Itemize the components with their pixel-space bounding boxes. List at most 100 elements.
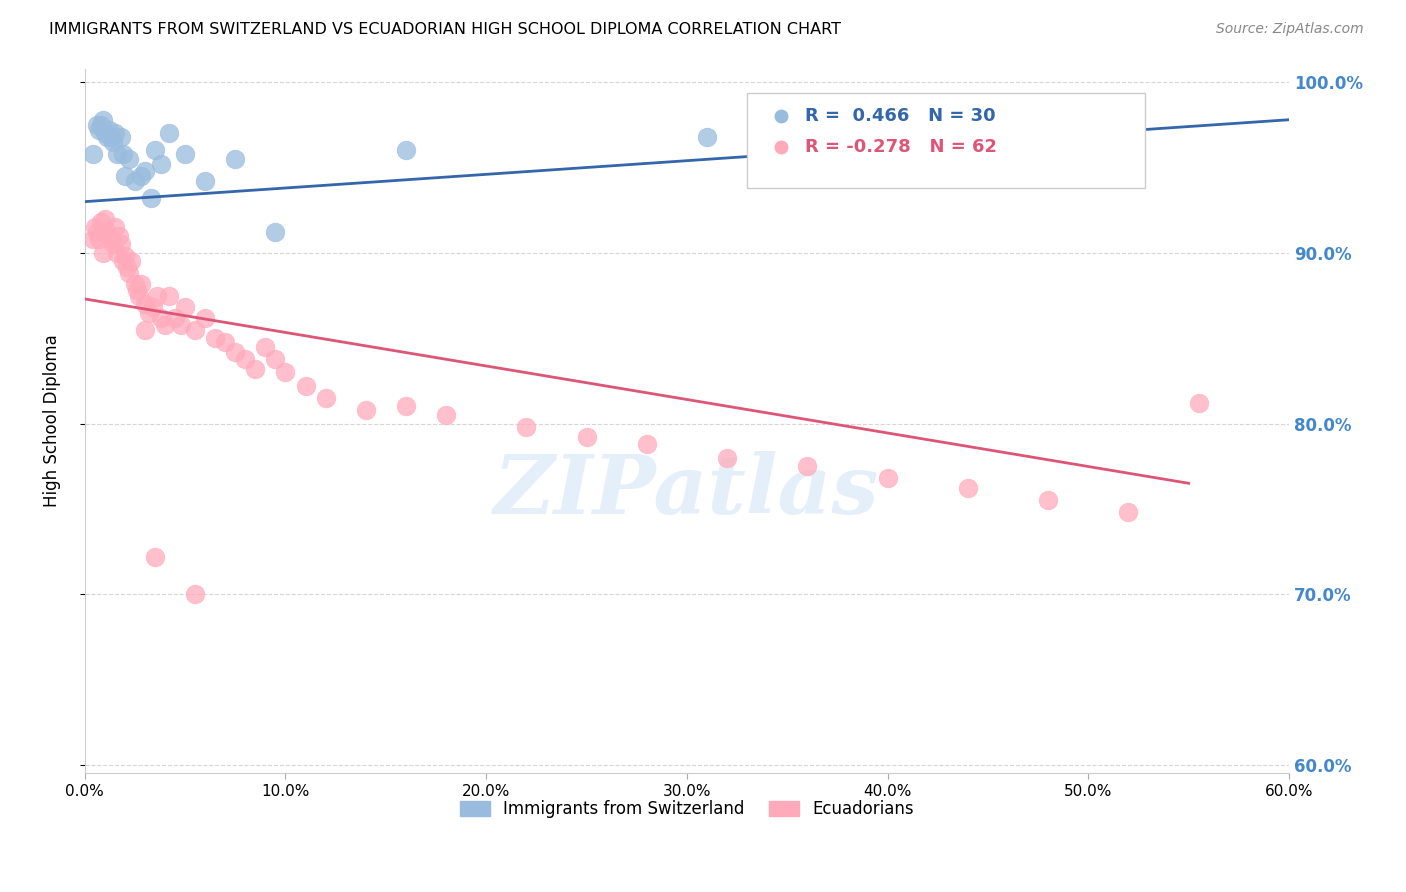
Point xyxy=(96,129,118,144)
Point xyxy=(796,459,818,474)
Point xyxy=(194,174,217,188)
Point xyxy=(82,146,104,161)
Point xyxy=(274,365,297,379)
Point xyxy=(1118,505,1140,519)
Point xyxy=(157,127,180,141)
Point xyxy=(87,123,110,137)
Point xyxy=(134,164,156,178)
Point xyxy=(170,318,193,332)
Point xyxy=(118,266,141,280)
Point xyxy=(264,226,287,240)
Point xyxy=(245,362,267,376)
Point xyxy=(139,191,162,205)
Point xyxy=(104,220,127,235)
Point xyxy=(515,420,537,434)
Point xyxy=(114,249,136,263)
Point xyxy=(174,146,197,161)
Point xyxy=(150,310,173,325)
Point xyxy=(184,587,207,601)
Point xyxy=(128,288,150,302)
Point xyxy=(83,220,105,235)
Point xyxy=(97,228,120,243)
Point xyxy=(157,288,180,302)
Point xyxy=(294,379,316,393)
Point xyxy=(110,129,132,144)
Point xyxy=(87,232,110,246)
Point xyxy=(97,123,120,137)
Point xyxy=(395,400,418,414)
Point xyxy=(264,351,287,366)
Point xyxy=(224,344,246,359)
Point xyxy=(94,127,117,141)
Text: Source: ZipAtlas.com: Source: ZipAtlas.com xyxy=(1216,22,1364,37)
Point xyxy=(96,226,118,240)
Point xyxy=(118,152,141,166)
Point xyxy=(125,284,148,298)
Point xyxy=(124,174,146,188)
Point xyxy=(224,152,246,166)
Point xyxy=(101,237,124,252)
Point xyxy=(233,351,256,366)
Point xyxy=(575,430,598,444)
Y-axis label: High School Diploma: High School Diploma xyxy=(44,334,60,508)
Point xyxy=(134,323,156,337)
Point xyxy=(110,237,132,252)
Point xyxy=(143,144,166,158)
Point xyxy=(111,254,134,268)
Point xyxy=(1036,493,1059,508)
Point xyxy=(143,549,166,564)
Point xyxy=(86,226,108,240)
Point xyxy=(111,146,134,161)
Point xyxy=(129,169,152,183)
FancyBboxPatch shape xyxy=(747,93,1144,188)
Point xyxy=(254,340,277,354)
Point xyxy=(434,408,457,422)
Point xyxy=(636,437,658,451)
Point xyxy=(100,129,122,144)
Point xyxy=(204,331,226,345)
Point xyxy=(90,215,112,229)
Point xyxy=(1188,396,1211,410)
Point xyxy=(129,277,152,291)
Point xyxy=(86,118,108,132)
Point xyxy=(184,323,207,337)
Point xyxy=(82,232,104,246)
Point xyxy=(91,112,114,127)
Text: R =  0.466   N = 30: R = 0.466 N = 30 xyxy=(804,107,995,125)
Point xyxy=(100,232,122,246)
Point xyxy=(91,245,114,260)
Point xyxy=(105,245,128,260)
Point xyxy=(101,135,124,149)
Point xyxy=(120,254,142,268)
Point xyxy=(114,169,136,183)
Point xyxy=(395,144,418,158)
Point xyxy=(104,127,127,141)
Point xyxy=(907,112,929,127)
Legend: Immigrants from Switzerland, Ecuadorians: Immigrants from Switzerland, Ecuadorians xyxy=(453,794,921,825)
Point xyxy=(108,228,131,243)
Point xyxy=(105,146,128,161)
Text: IMMIGRANTS FROM SWITZERLAND VS ECUADORIAN HIGH SCHOOL DIPLOMA CORRELATION CHART: IMMIGRANTS FROM SWITZERLAND VS ECUADORIA… xyxy=(49,22,841,37)
Point xyxy=(134,297,156,311)
Point xyxy=(115,260,138,274)
Text: R = -0.278   N = 62: R = -0.278 N = 62 xyxy=(804,138,997,156)
Point xyxy=(124,277,146,291)
Point xyxy=(142,301,165,315)
Point xyxy=(696,129,718,144)
Point xyxy=(146,288,169,302)
Text: ZIPatlas: ZIPatlas xyxy=(494,451,880,532)
Point xyxy=(956,482,979,496)
Point xyxy=(876,471,898,485)
Point xyxy=(354,403,377,417)
Point xyxy=(214,334,236,349)
Point xyxy=(165,310,187,325)
Point xyxy=(138,305,160,319)
Point xyxy=(90,118,112,132)
Point xyxy=(94,211,117,226)
Point xyxy=(150,157,173,171)
Point xyxy=(315,391,337,405)
Point xyxy=(153,318,176,332)
Point xyxy=(716,450,738,465)
Point xyxy=(194,310,217,325)
Point xyxy=(174,301,197,315)
